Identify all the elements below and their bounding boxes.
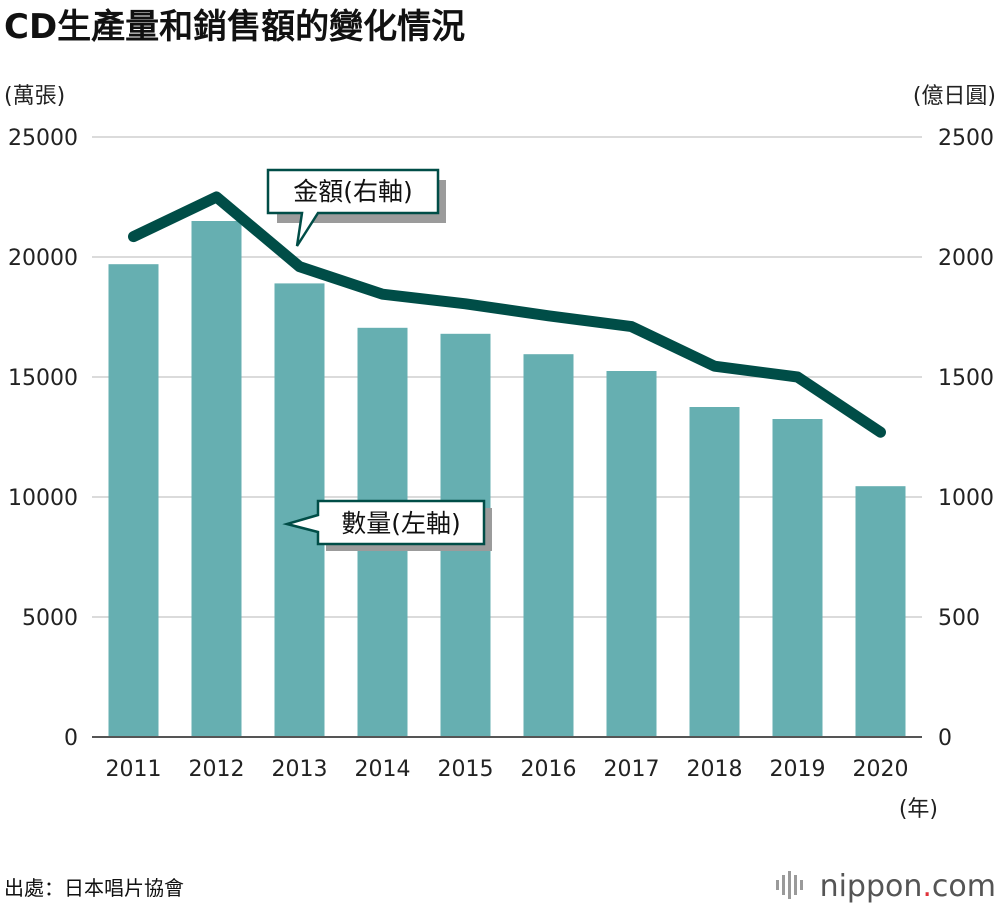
x-tick-label: 2020: [853, 757, 909, 782]
right-axis-unit: (億日圓): [913, 84, 996, 109]
left-tick-label: 0: [64, 726, 78, 751]
bar-callout-label: 數量(左軸): [341, 509, 461, 538]
left-tick-label: 5000: [22, 606, 78, 631]
left-tick-label: 15000: [8, 366, 78, 391]
bar-series: [108, 221, 906, 737]
chart-title: CD生產量和銷售額的變化情況: [4, 7, 465, 47]
line-callout-box: [266, 168, 440, 247]
bar-2016: [523, 354, 574, 737]
line-callout: 金額(右軸): [266, 168, 446, 247]
x-tick-label: 2011: [106, 757, 162, 782]
bar-2017: [606, 371, 657, 737]
left-tick-label: 10000: [8, 486, 78, 511]
brand-name: nippon.com: [820, 869, 996, 904]
left-tick-label: 20000: [8, 246, 78, 271]
left-axis-ticks: 0 5000 10000 15000 20000 25000: [8, 126, 78, 751]
right-tick-label: 0: [938, 726, 952, 751]
left-tick-label: 25000: [8, 126, 78, 151]
brand-wave-icon: [776, 871, 803, 899]
x-tick-label: 2012: [189, 757, 245, 782]
right-tick-label: 500: [938, 606, 980, 631]
line-callout-label: 金額(右軸): [293, 177, 413, 206]
x-tick-label: 2014: [355, 757, 411, 782]
x-axis-unit: (年): [899, 797, 938, 822]
x-tick-label: 2015: [438, 757, 494, 782]
bar-2019: [772, 419, 823, 737]
right-tick-label: 1000: [938, 486, 994, 511]
x-axis-labels: 2011 2012 2013 2014 2015 2016 2017 2018 2019 2020: [106, 757, 909, 782]
right-axis-ticks: 0 500 1000 1500 2000 2500: [938, 126, 994, 751]
left-axis-unit: (萬張): [4, 84, 65, 109]
x-tick-label: 2018: [687, 757, 743, 782]
bar-2012: [191, 221, 242, 737]
x-tick-label: 2013: [272, 757, 328, 782]
x-tick-label: 2019: [770, 757, 826, 782]
x-tick-label: 2016: [521, 757, 577, 782]
brand-logo: nippon.com: [776, 869, 996, 904]
bar-2011: [108, 264, 159, 737]
source-note: 出處：日本唱片協會: [4, 876, 184, 900]
right-tick-label: 2500: [938, 126, 994, 151]
line-series: [128, 191, 886, 438]
bar-2013: [274, 283, 325, 737]
bar-2020: [855, 486, 906, 737]
bar-2018: [689, 407, 740, 737]
x-tick-label: 2017: [604, 757, 660, 782]
bar-callout: 數量(左軸): [282, 499, 492, 551]
right-tick-label: 1500: [938, 366, 994, 391]
right-tick-label: 2000: [938, 246, 994, 271]
bar-callout-box: [282, 499, 486, 546]
amount-line: [128, 191, 886, 438]
